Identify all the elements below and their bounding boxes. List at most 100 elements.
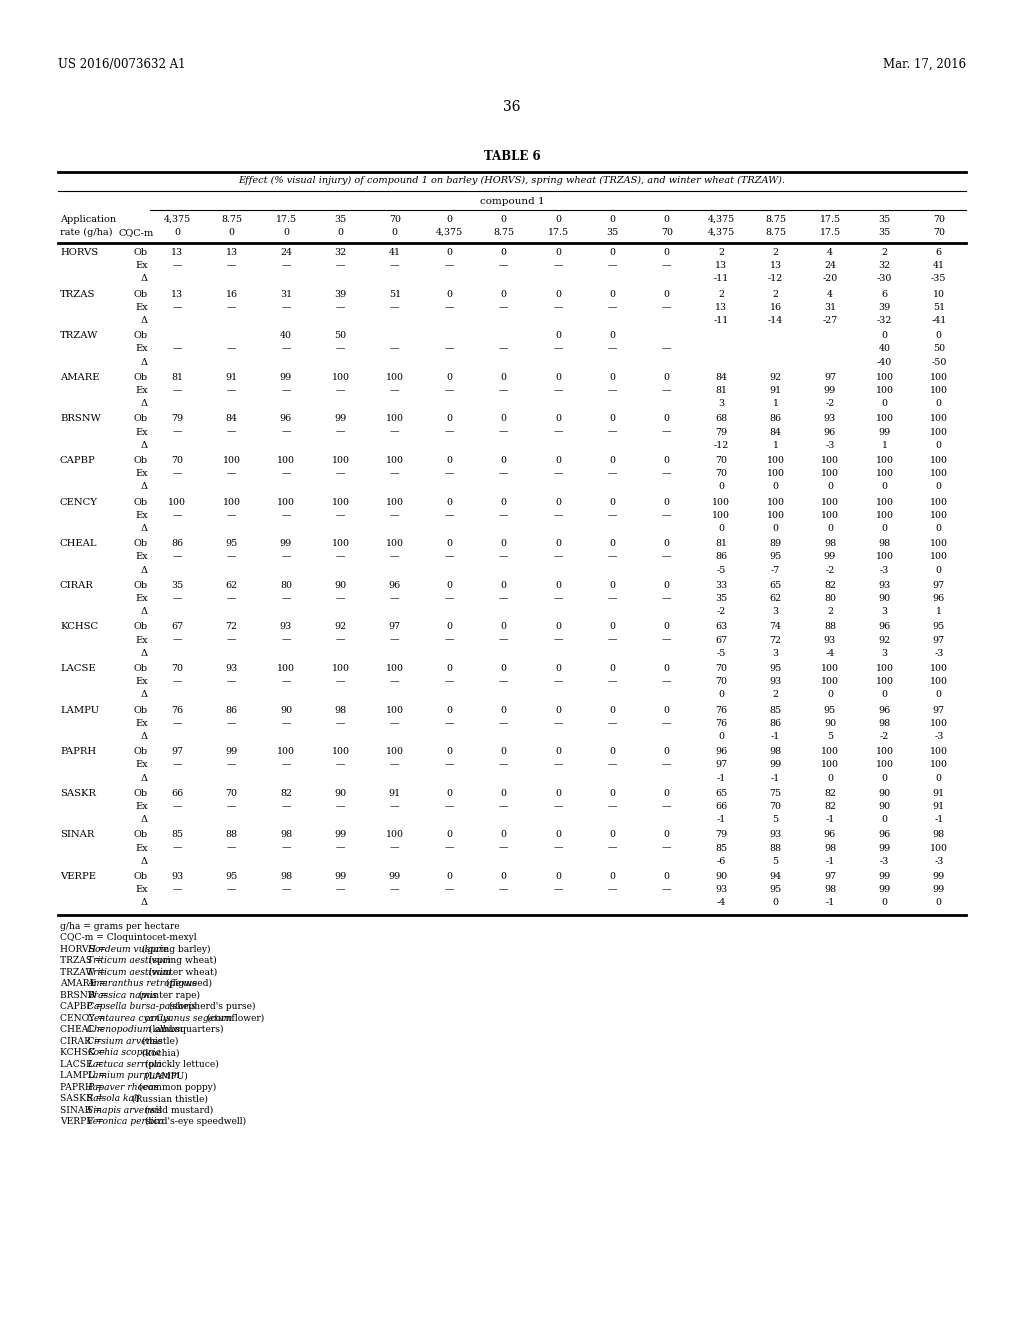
Text: TABLE 6: TABLE 6: [483, 150, 541, 162]
Text: 86: 86: [225, 706, 238, 714]
Text: Δ: Δ: [141, 857, 148, 866]
Text: —: —: [607, 511, 617, 520]
Text: 66: 66: [171, 789, 183, 797]
Text: 0: 0: [664, 215, 670, 224]
Text: 85: 85: [171, 830, 183, 840]
Text: 0: 0: [555, 747, 561, 756]
Text: -40: -40: [877, 358, 892, 367]
Text: 3: 3: [882, 607, 888, 616]
Text: —: —: [444, 760, 454, 770]
Text: 100: 100: [876, 677, 893, 686]
Text: Ex: Ex: [135, 719, 148, 727]
Text: -27: -27: [822, 315, 838, 325]
Text: Ob: Ob: [134, 706, 148, 714]
Text: 100: 100: [876, 664, 893, 673]
Text: 97: 97: [824, 372, 836, 381]
Text: —: —: [390, 719, 399, 727]
Text: —: —: [282, 719, 291, 727]
Text: 100: 100: [821, 747, 839, 756]
Text: 100: 100: [713, 498, 730, 507]
Text: —: —: [499, 760, 508, 770]
Text: 98: 98: [879, 539, 891, 548]
Text: Chenopodium album: Chenopodium album: [87, 1026, 183, 1034]
Text: (spring barley): (spring barley): [139, 945, 211, 954]
Text: TRZAW: TRZAW: [60, 331, 98, 341]
Text: —: —: [390, 552, 399, 561]
Text: 93: 93: [879, 581, 891, 590]
Text: 31: 31: [824, 302, 836, 312]
Text: 98: 98: [280, 830, 292, 840]
Text: 2: 2: [772, 690, 778, 700]
Text: SINAR =: SINAR =: [60, 1106, 104, 1114]
Text: —: —: [172, 677, 182, 686]
Text: 99: 99: [280, 539, 292, 548]
Text: 51: 51: [389, 289, 400, 298]
Text: Ob: Ob: [134, 372, 148, 381]
Text: 35: 35: [879, 215, 891, 224]
Text: 36: 36: [503, 100, 521, 114]
Text: 0: 0: [664, 873, 670, 880]
Text: —: —: [663, 677, 672, 686]
Text: 0: 0: [501, 455, 507, 465]
Text: 100: 100: [332, 747, 349, 756]
Text: Ob: Ob: [134, 248, 148, 257]
Text: 98: 98: [335, 706, 346, 714]
Text: Δ: Δ: [141, 524, 148, 533]
Text: —: —: [227, 677, 237, 686]
Text: —: —: [390, 469, 399, 478]
Text: 40: 40: [879, 345, 891, 354]
Text: —: —: [282, 385, 291, 395]
Text: 0: 0: [501, 372, 507, 381]
Text: —: —: [390, 345, 399, 354]
Text: —: —: [444, 469, 454, 478]
Text: 92: 92: [879, 636, 891, 644]
Text: 82: 82: [824, 581, 836, 590]
Text: —: —: [336, 261, 345, 271]
Text: 99: 99: [334, 873, 346, 880]
Text: 0: 0: [446, 248, 453, 257]
Text: —: —: [282, 760, 291, 770]
Text: 100: 100: [168, 498, 186, 507]
Text: 5: 5: [772, 816, 778, 824]
Text: CQC-m = Cloquintocet-mexyl: CQC-m = Cloquintocet-mexyl: [60, 933, 197, 942]
Text: 0: 0: [936, 690, 942, 700]
Text: 98: 98: [280, 873, 292, 880]
Text: 0: 0: [446, 747, 453, 756]
Text: 0: 0: [555, 664, 561, 673]
Text: 0: 0: [882, 482, 888, 491]
Text: —: —: [553, 636, 563, 644]
Text: 74: 74: [770, 623, 781, 631]
Text: 13: 13: [171, 289, 183, 298]
Text: -1: -1: [771, 733, 780, 741]
Text: SINAR: SINAR: [60, 830, 94, 840]
Text: —: —: [553, 843, 563, 853]
Text: —: —: [553, 719, 563, 727]
Text: Salsola kali: Salsola kali: [87, 1094, 140, 1104]
Text: 35: 35: [334, 215, 346, 224]
Text: 24: 24: [824, 261, 836, 271]
Text: (common poppy): (common poppy): [135, 1082, 216, 1092]
Text: Kochia scoparia: Kochia scoparia: [87, 1048, 161, 1057]
Text: 0: 0: [555, 539, 561, 548]
Text: -30: -30: [877, 275, 892, 284]
Text: —: —: [663, 760, 672, 770]
Text: 0: 0: [446, 372, 453, 381]
Text: —: —: [499, 719, 508, 727]
Text: —: —: [444, 843, 454, 853]
Text: —: —: [663, 469, 672, 478]
Text: —: —: [282, 803, 291, 810]
Text: CHEAL =: CHEAL =: [60, 1026, 108, 1034]
Text: 72: 72: [770, 636, 781, 644]
Text: 16: 16: [770, 302, 781, 312]
Text: Ex: Ex: [135, 594, 148, 603]
Text: —: —: [172, 552, 182, 561]
Text: 0: 0: [936, 899, 942, 907]
Text: —: —: [444, 886, 454, 894]
Text: 91: 91: [225, 372, 238, 381]
Text: 63: 63: [715, 623, 727, 631]
Text: 3: 3: [772, 607, 778, 616]
Text: 0: 0: [609, 289, 615, 298]
Text: —: —: [444, 677, 454, 686]
Text: 100: 100: [930, 664, 948, 673]
Text: 82: 82: [824, 789, 836, 797]
